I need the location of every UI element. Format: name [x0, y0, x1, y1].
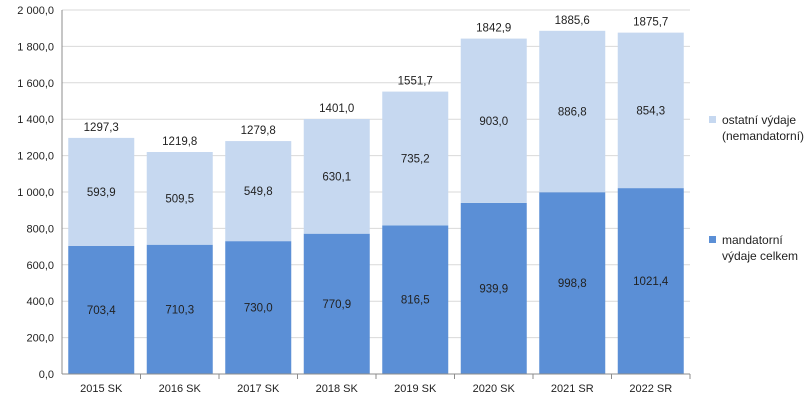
total-label: 1279,8: [241, 125, 276, 137]
data-label: 903,0: [479, 116, 508, 128]
bar-mandatory: [303, 233, 370, 374]
y-tick-label: 800,0: [26, 223, 54, 235]
y-tick-label: 1 800,0: [17, 41, 54, 53]
data-label: 770,9: [322, 299, 351, 311]
bar-other: [68, 137, 135, 246]
data-label: 703,4: [87, 305, 116, 317]
data-label: 735,2: [401, 153, 430, 165]
total-label: 1551,7: [398, 76, 433, 88]
bar-mandatory: [617, 188, 684, 374]
y-tick-label: 400,0: [26, 296, 54, 308]
total-label: 1401,0: [319, 103, 354, 115]
data-label: 593,9: [87, 187, 116, 199]
x-tick-label: 2022 SR: [629, 383, 672, 395]
data-label: 886,8: [558, 107, 587, 119]
legend-label: mandatorní: [722, 233, 783, 247]
bar-mandatory: [382, 225, 449, 374]
x-tick-label: 2015 SK: [80, 383, 123, 395]
data-label: 1021,4: [633, 276, 669, 288]
y-tick-label: 1 200,0: [17, 151, 54, 163]
total-label: 1219,8: [162, 136, 197, 148]
data-label: 998,8: [558, 278, 587, 290]
y-tick-label: 1 600,0: [17, 78, 54, 90]
total-label: 1842,9: [476, 23, 511, 35]
y-tick-label: 200,0: [26, 333, 54, 345]
x-tick-label: 2016 SK: [159, 383, 202, 395]
bar-other: [460, 38, 527, 203]
data-label: 509,5: [165, 193, 194, 205]
x-tick-label: 2018 SK: [316, 383, 359, 395]
data-label: 710,3: [165, 304, 194, 316]
bar-mandatory: [146, 244, 213, 374]
y-tick-label: 0,0: [39, 369, 54, 381]
bar-mandatory: [539, 192, 606, 374]
data-label: 939,9: [479, 283, 508, 295]
x-tick-label: 2020 SK: [473, 383, 516, 395]
total-label: 1885,6: [555, 15, 590, 27]
data-label: 549,8: [244, 186, 273, 198]
y-tick-label: 2 000,0: [17, 5, 54, 17]
y-tick-label: 1 000,0: [17, 187, 54, 199]
data-label: 630,1: [322, 171, 351, 183]
x-tick-label: 2017 SK: [237, 383, 280, 395]
y-tick-label: 1 400,0: [17, 114, 54, 126]
bar-other: [303, 119, 370, 234]
y-tick-label: 600,0: [26, 260, 54, 272]
legend-label: (nemandatorní): [722, 129, 804, 143]
bar-mandatory: [225, 241, 292, 374]
legend-swatch: [709, 236, 716, 243]
data-label: 854,3: [636, 105, 665, 117]
bar-other: [382, 91, 449, 226]
x-tick-label: 2019 SK: [394, 383, 437, 395]
bar-mandatory: [68, 245, 135, 374]
x-tick-label: 2021 SR: [551, 383, 594, 395]
total-label: 1297,3: [84, 122, 119, 134]
legend-swatch: [709, 116, 716, 123]
total-label: 1875,7: [633, 17, 668, 29]
bar-other: [539, 30, 606, 193]
bar-other: [225, 141, 292, 242]
data-label: 816,5: [401, 295, 430, 307]
legend-label: ostatní výdaje: [722, 113, 796, 127]
legend-label: výdaje celkem: [722, 249, 798, 263]
bar-other: [617, 32, 684, 189]
bar-mandatory: [460, 202, 527, 374]
data-label: 730,0: [244, 303, 273, 315]
bar-other: [146, 151, 213, 245]
